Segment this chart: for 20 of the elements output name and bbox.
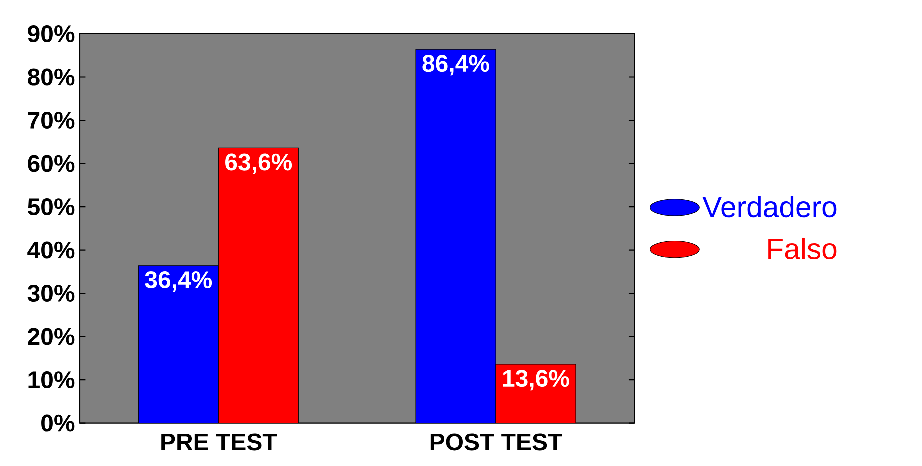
legend-label: Falso	[768, 238, 837, 260]
y-tick-label: 40%	[28, 242, 75, 259]
y-tick-label: 10%	[28, 372, 75, 389]
y-tick-label: 0%	[42, 414, 75, 432]
legend-label: Verdadero	[702, 196, 837, 218]
y-tick-label: 60%	[28, 155, 75, 172]
bar	[138, 266, 219, 424]
data-label: 86,4%	[422, 55, 490, 76]
y-tick-label: 80%	[28, 68, 75, 86]
y-tick-label: 90%	[28, 25, 75, 42]
data-label: 63,6%	[226, 154, 292, 174]
y-tick-label: 70%	[28, 112, 75, 130]
data-label: 13,6%	[503, 370, 570, 391]
data-label: 36,4%	[145, 271, 212, 292]
x-tick-label: PRE TEST	[162, 434, 278, 451]
y-tick-label: 20%	[28, 328, 75, 346]
x-tick-label: POST TEST	[430, 434, 562, 451]
y-tick-label: 50%	[28, 198, 75, 216]
bar	[416, 49, 496, 424]
y-tick-label: 30%	[28, 285, 75, 302]
